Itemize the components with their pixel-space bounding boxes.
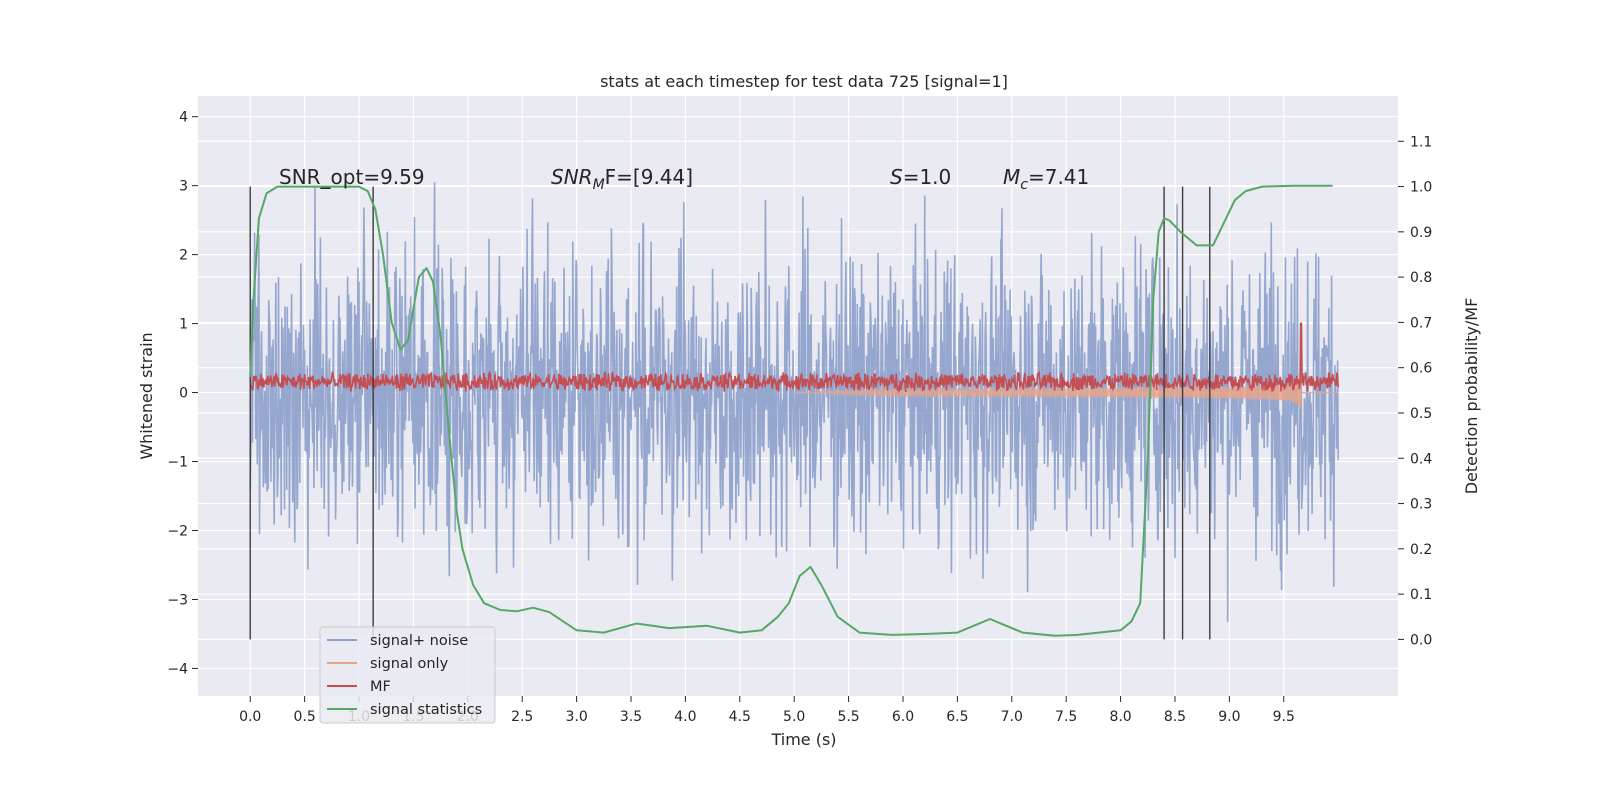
x-tick-label: 6.5 <box>946 709 968 725</box>
x-tick-label: 0.5 <box>293 709 315 725</box>
y2-axis-ticks: 1.1 1.0 0.9 0.8 0.7 0.6 0.5 0.4 0.3 0.2 0.1 0.0 <box>1398 134 1432 648</box>
x-tick-label: 3.0 <box>565 709 587 725</box>
y2-tick-label: 0.2 <box>1410 542 1432 558</box>
x-tick-label: 4.5 <box>729 709 751 725</box>
annotation-snr-mf-sub: M <box>593 177 605 193</box>
y2-tick-label: 1.1 <box>1410 134 1432 150</box>
vertical-lines <box>249 186 1211 640</box>
y-tick-label: −1 <box>167 455 188 471</box>
series-signal-only <box>794 373 1339 410</box>
y2-tick-label: 0.3 <box>1410 497 1432 513</box>
x-tick-label: 7.0 <box>1001 709 1023 725</box>
signal-only-line <box>794 373 1339 410</box>
annotation-snr-mf-rest: F=[9.44] <box>605 165 693 189</box>
y-tick-label: −3 <box>167 592 188 608</box>
legend-label-signal-statistics: signal statistics <box>370 702 482 718</box>
annotation-snr-mf: SNRMF=[9.44] <box>551 165 693 193</box>
y-axis-ticks: 4 3 2 1 0 −1 −2 −3 −4 <box>167 110 198 677</box>
legend-label-mf: MF <box>370 679 391 695</box>
y2-tick-label: 0.7 <box>1410 315 1432 331</box>
x-tick-label: 8.5 <box>1164 709 1186 725</box>
legend: signal+ noise signal only MF signal stat… <box>319 626 496 724</box>
y-tick-label: 1 <box>179 317 188 333</box>
y-tick-label: 4 <box>179 110 188 126</box>
y2-tick-label: 0.0 <box>1410 632 1432 648</box>
x-tick-label: 4.0 <box>674 709 696 725</box>
x-tick-label: 3.5 <box>620 709 642 725</box>
legend-label-signal-plus-noise: signal+ noise <box>370 633 468 649</box>
annotation-mc-rest: =7.41 <box>1028 165 1089 189</box>
y2-tick-label: 0.5 <box>1410 406 1432 422</box>
y2-tick-label: 1.0 <box>1410 180 1432 196</box>
chart-title: stats at each timestep for test data 725… <box>600 72 1008 91</box>
legend-label-signal-only: signal only <box>370 656 449 672</box>
x-tick-label: 0.0 <box>239 709 261 725</box>
y-tick-label: 0 <box>179 386 188 402</box>
annotation-s-math: S <box>890 165 903 189</box>
annotation-s: S=1.0 <box>890 165 951 189</box>
y-tick-label: −2 <box>167 523 188 539</box>
signal-statistics-line <box>249 184 1333 637</box>
x-tick-label: 9.0 <box>1218 709 1240 725</box>
x-tick-label: 7.5 <box>1055 709 1077 725</box>
y2-tick-label: 0.4 <box>1410 451 1432 467</box>
y2-tick-label: 0.1 <box>1410 587 1432 603</box>
annotation-mc: Mc=7.41 <box>1003 165 1089 193</box>
x-tick-label: 6.0 <box>892 709 914 725</box>
annotation-mc-math: M <box>1003 165 1020 189</box>
x-tick-label: 9.5 <box>1273 709 1295 725</box>
annotation-snr-opt: SNR_opt=9.59 <box>279 165 425 189</box>
x-tick-label: 2.5 <box>511 709 533 725</box>
mf-line <box>249 322 1339 394</box>
annotation-s-rest: =1.0 <box>903 165 952 189</box>
annotation-mc-sub: c <box>1020 177 1028 193</box>
annotations: SNR_opt=9.59 SNRMF=[9.44] S=1.0 Mc=7.41 <box>279 165 1089 193</box>
y2-tick-label: 0.9 <box>1410 225 1432 241</box>
y2-tick-label: 0.6 <box>1410 361 1432 377</box>
x-tick-label: 5.0 <box>783 709 805 725</box>
annotation-snr-mf-math: SNR <box>551 165 593 189</box>
y-axis-label: Whitened strain <box>137 332 156 459</box>
y-tick-label: −4 <box>167 661 188 677</box>
y-tick-label: 2 <box>179 248 188 264</box>
y2-axis-label: Detection probability/MF <box>1462 298 1481 495</box>
x-tick-label: 8.0 <box>1109 709 1131 725</box>
y2-tick-label: 0.8 <box>1410 270 1432 286</box>
x-axis-label: Time (s) <box>770 730 836 749</box>
series-mf <box>249 322 1339 394</box>
legend-box <box>319 626 496 724</box>
y-tick-label: 3 <box>179 179 188 195</box>
series-signal-statistics <box>249 184 1333 637</box>
x-tick-label: 5.5 <box>837 709 859 725</box>
